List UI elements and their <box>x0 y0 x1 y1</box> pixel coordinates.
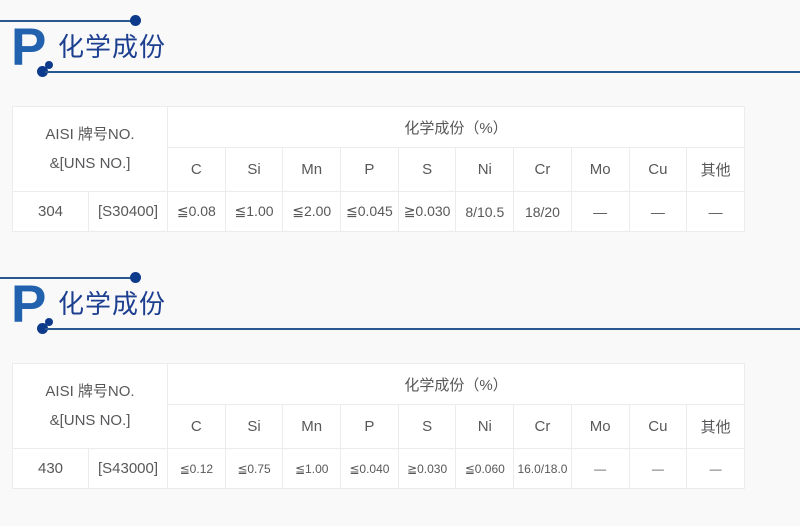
value-cell-cu: — <box>628 448 688 489</box>
id-header-line1: AISI 牌号NO. <box>45 383 135 400</box>
column-header-s: S <box>397 147 457 192</box>
column-header-s: S <box>397 404 457 449</box>
id-header-cell: AISI 牌号NO. &[UNS NO.] <box>12 106 168 192</box>
value-cell-mn: ≦1.00 <box>282 448 342 489</box>
value-cell-c: ≦0.12 <box>167 448 226 489</box>
id-header-line1: AISI 牌号NO. <box>45 126 135 143</box>
grade-cell: 430 <box>12 448 89 489</box>
column-header-mo: Mo <box>570 404 630 449</box>
heading-letter: P <box>11 18 47 77</box>
id-header-line2: &[UNS NO.] <box>49 155 131 172</box>
decor-top-line <box>0 20 131 22</box>
section-title: 化学成份 <box>58 32 167 62</box>
column-header-cu: Cu <box>628 147 688 192</box>
value-cell-si: ≦1.00 <box>224 191 284 232</box>
column-header-c: C <box>167 147 226 192</box>
column-header-ni: Ni <box>455 404 515 449</box>
table-row: 430 [S43000] ≦0.12 ≦0.75 ≦1.00 ≦0.040 ≧0… <box>12 448 745 489</box>
decor-bottom-line <box>45 328 800 330</box>
value-cell-c: ≦0.08 <box>167 191 226 232</box>
column-header-other: 其他 <box>686 404 745 449</box>
decor-top-dot <box>130 15 141 26</box>
column-header-mn: Mn <box>282 404 342 449</box>
uns-cell: [S43000] <box>88 448 168 489</box>
column-header-p: P <box>340 404 399 449</box>
group-header: 化学成份（%） <box>167 363 745 405</box>
value-cell-p: ≦0.040 <box>340 448 399 489</box>
column-header-c: C <box>167 404 226 449</box>
value-cell-s: ≧0.030 <box>397 191 457 232</box>
value-cell-ni: 8/10.5 <box>455 191 515 232</box>
value-cell-mo: — <box>570 191 630 232</box>
decor-bottom-dot <box>37 323 48 334</box>
decor-top-dot <box>130 272 141 283</box>
column-header-p: P <box>340 147 399 192</box>
column-header-si: Si <box>224 404 284 449</box>
column-header-cu: Cu <box>628 404 688 449</box>
section-header-430: P 化学成份 <box>0 257 800 342</box>
value-cell-mn: ≦2.00 <box>282 191 342 232</box>
section-header-304: P 化学成份 <box>0 0 800 85</box>
decor-bottom-line <box>45 71 800 73</box>
heading-letter: P <box>11 275 47 334</box>
value-cell-mo: — <box>570 448 630 489</box>
value-cell-cu: — <box>628 191 688 232</box>
decor-top-line <box>0 277 131 279</box>
column-header-cr: Cr <box>513 404 572 449</box>
value-cell-ni: ≦0.060 <box>455 448 515 489</box>
id-header-cell: AISI 牌号NO. &[UNS NO.] <box>12 363 168 449</box>
value-cell-cr: 18/20 <box>513 191 572 232</box>
column-header-si: Si <box>224 147 284 192</box>
id-header-line2: &[UNS NO.] <box>49 412 131 429</box>
grade-cell: 304 <box>12 191 89 232</box>
value-cell-p: ≦0.045 <box>340 191 399 232</box>
column-header-mn: Mn <box>282 147 342 192</box>
table-row: 304 [S30400] ≦0.08 ≦1.00 ≦2.00 ≦0.045 ≧0… <box>12 191 745 232</box>
value-cell-other: — <box>686 191 745 232</box>
group-header: 化学成份（%） <box>167 106 745 148</box>
section-title: 化学成份 <box>58 289 167 319</box>
decor-bottom-dot <box>37 66 48 77</box>
value-cell-s: ≧0.030 <box>397 448 457 489</box>
column-header-other: 其他 <box>686 147 745 192</box>
column-header-ni: Ni <box>455 147 515 192</box>
value-cell-other: — <box>686 448 745 489</box>
section-gap <box>0 232 800 257</box>
heading-letter-period <box>45 318 53 326</box>
value-cell-si: ≦0.75 <box>224 448 284 489</box>
chemical-composition-table-430: AISI 牌号NO. &[UNS NO.] 化学成份（%） C Si Mn P … <box>12 363 745 489</box>
column-header-mo: Mo <box>570 147 630 192</box>
heading-letter-period <box>45 61 53 69</box>
uns-cell: [S30400] <box>88 191 168 232</box>
chemical-composition-table-304: AISI 牌号NO. &[UNS NO.] 化学成份（%） C Si Mn P … <box>12 106 745 232</box>
column-header-cr: Cr <box>513 147 572 192</box>
value-cell-cr: 16.0/18.0 <box>513 448 572 489</box>
